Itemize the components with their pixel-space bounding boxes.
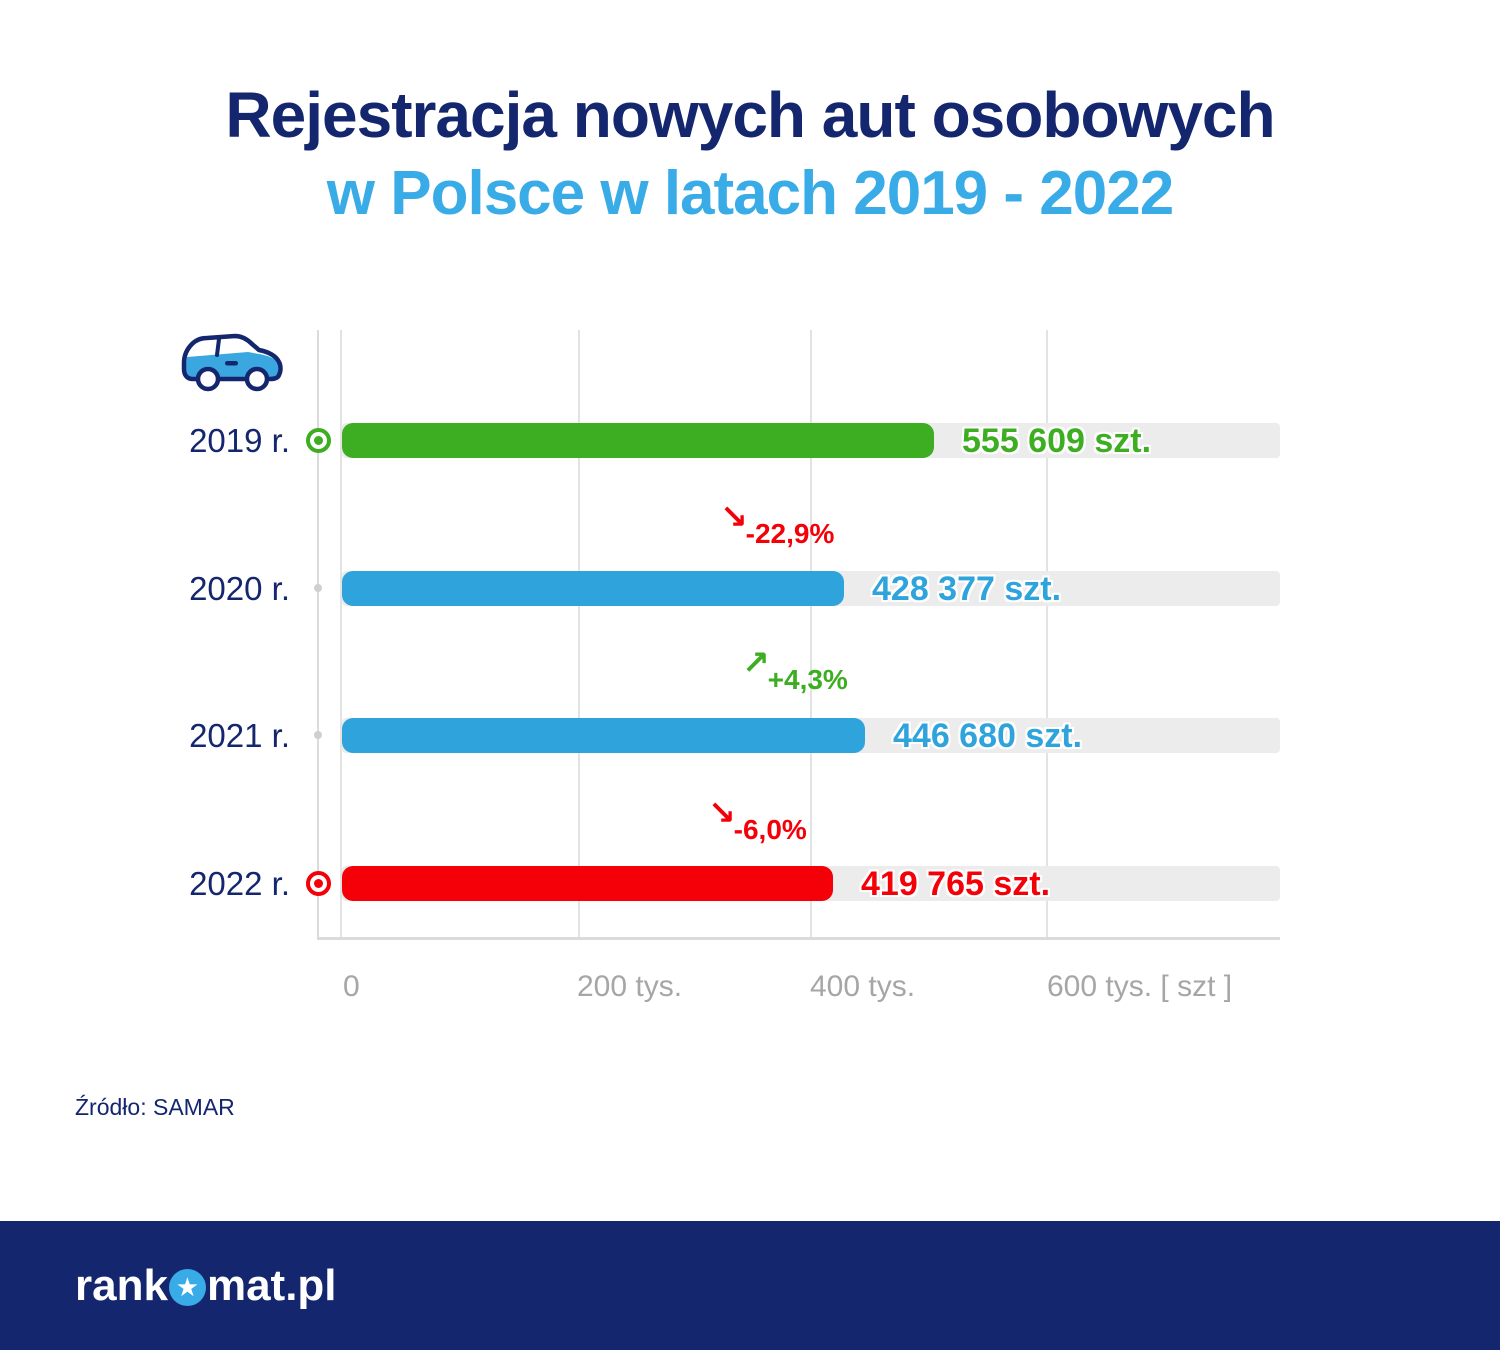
gridline-200k [578, 330, 580, 938]
axis-marker-2021 [314, 731, 322, 739]
x-axis-line [317, 937, 1280, 940]
value-label-2021: 446 680 szt. [893, 717, 1083, 755]
x-tick-200k: 200 tys. [577, 970, 683, 1003]
arrow-down-icon: ↘ [720, 497, 748, 536]
year-label-2020: 2020 r. [189, 570, 290, 607]
arrow-down-icon: ↘ [708, 793, 736, 832]
rankomat-logo: rank ★ mat.pl [75, 1261, 337, 1311]
bar-track-2022 [342, 866, 1280, 901]
gridline-600k [1046, 330, 1048, 938]
axis-marker-2019 [306, 428, 331, 453]
axis-marker-2022 [306, 871, 331, 896]
gridline-0 [340, 330, 342, 938]
x-tick-400k: 400 tys. [810, 970, 916, 1003]
star-icon: ★ [168, 1269, 206, 1306]
year-label-2021: 2021 r. [189, 717, 290, 754]
gridline-400k [810, 330, 812, 938]
arrow-up-icon: ↗ [742, 643, 770, 682]
value-label-2020: 428 377 szt. [872, 570, 1062, 608]
bar-track-2019 [342, 423, 1280, 458]
bar-2021 [342, 718, 865, 753]
change-annotation-2022: ↘ -6,0% [708, 793, 807, 846]
change-annotation-2020: ↘ -22,9% [720, 497, 835, 550]
marker-core [314, 879, 323, 888]
marker-core [314, 436, 323, 445]
bar-track-2021 [342, 718, 1280, 753]
logo-text-right: mat.pl [206, 1260, 337, 1310]
car-icon [181, 333, 283, 392]
y-axis-line [317, 330, 319, 938]
year-label-2019: 2019 r. [189, 422, 290, 459]
footer: rank ★ mat.pl [0, 1221, 1500, 1350]
page-title: Rejestracja nowych aut osobowych [225, 79, 1275, 151]
x-tick-0: 0 [343, 970, 360, 1003]
x-tick-600k: 600 tys. [ szt ] [1047, 970, 1233, 1003]
bar-track-2020 [342, 571, 1280, 606]
source-note: Źródło: SAMAR [75, 1094, 235, 1120]
page-subtitle: w Polsce w latach 2019 - 2022 [326, 159, 1174, 228]
value-label-2022: 419 765 szt. [861, 865, 1051, 903]
logo-text-left: rank [75, 1260, 168, 1310]
year-label-2022: 2022 r. [189, 865, 290, 902]
bar-2020 [342, 571, 844, 606]
change-value: -22,9% [745, 518, 835, 549]
bar-2019 [342, 423, 934, 458]
change-annotation-2021: ↗ +4,3% [742, 643, 848, 696]
bar-2022 [342, 866, 833, 901]
axis-marker-2020 [314, 584, 322, 592]
change-value: -6,0% [733, 814, 807, 845]
value-label-2019: 555 609 szt. [962, 422, 1152, 460]
change-value: +4,3% [767, 664, 848, 695]
